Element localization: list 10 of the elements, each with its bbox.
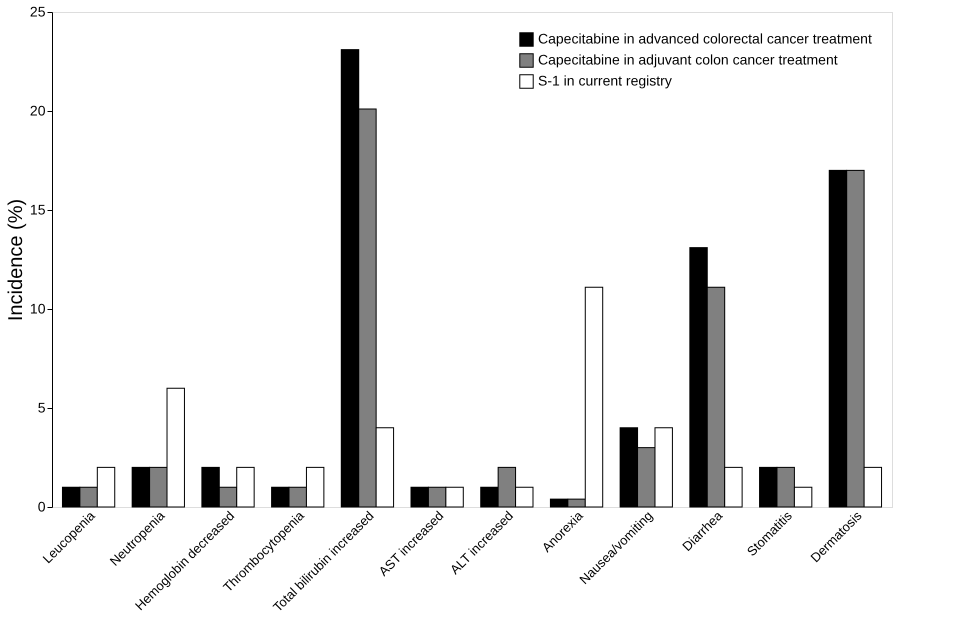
y-tick-label: 25 xyxy=(30,4,46,20)
legend-label: Capecitabine in advanced colorectal cancer treatment xyxy=(538,30,872,46)
y-tick-label: 10 xyxy=(30,300,46,316)
y-tick-label: 15 xyxy=(30,202,46,218)
legend-label: S-1 in current registry xyxy=(538,72,672,88)
y-tick-label: 5 xyxy=(38,400,46,416)
y-tick-label: 20 xyxy=(30,102,46,118)
y-axis-title: Incidence (%) xyxy=(4,198,27,322)
y-tick-label: 0 xyxy=(38,498,46,514)
legend-label: Capecitabine in adjuvant colon cancer treatment xyxy=(538,52,838,68)
